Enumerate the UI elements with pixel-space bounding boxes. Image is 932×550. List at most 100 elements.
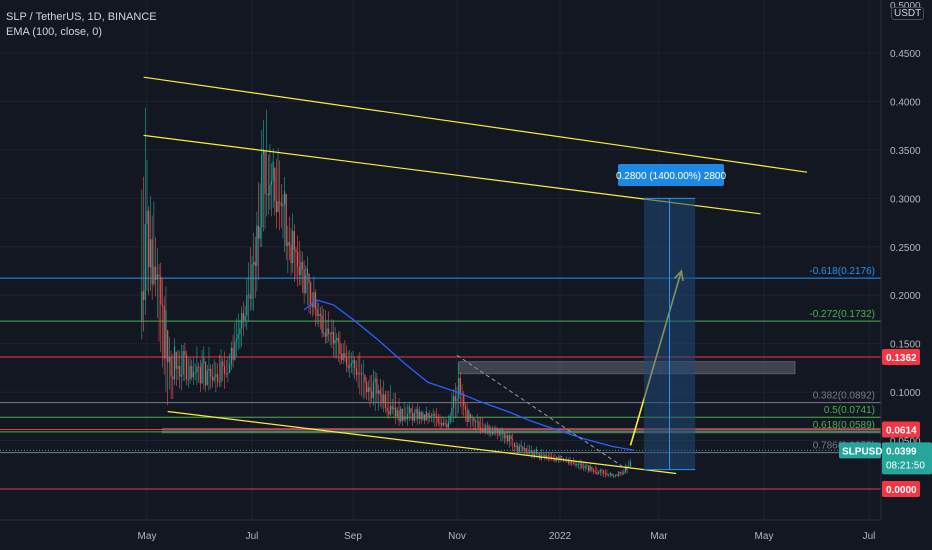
- candle-body: [340, 354, 343, 360]
- candle-body: [149, 239, 152, 268]
- candle-body: [180, 374, 183, 377]
- candle-body: [360, 373, 363, 375]
- candle-body: [148, 210, 150, 268]
- fib-level-label: 0.382(0.0892): [813, 391, 875, 402]
- candle-body: [287, 242, 289, 246]
- candle-body: [430, 415, 433, 417]
- zone-rect: [458, 361, 796, 375]
- candle-body: [488, 425, 490, 434]
- candle-body: [144, 224, 146, 300]
- candle-body: [146, 210, 148, 225]
- y-tick-label: 0.3000: [890, 194, 921, 205]
- candles: [141, 107, 632, 479]
- candle-body: [559, 455, 561, 460]
- candle-body: [572, 463, 575, 464]
- candle-body: [530, 450, 532, 452]
- candle-body: [513, 442, 516, 447]
- candle-body: [329, 333, 331, 335]
- candle-body: [319, 313, 322, 316]
- candle-body: [608, 474, 610, 476]
- candle-body: [532, 450, 534, 457]
- candle-body: [525, 448, 527, 453]
- candle-body: [463, 394, 465, 407]
- candle-body: [211, 376, 214, 381]
- fib-level-label: 0.618(0.0589): [813, 420, 875, 431]
- level-lines: [0, 277, 881, 490]
- candle-body: [185, 355, 188, 380]
- candle-body: [599, 469, 601, 473]
- candle-body: [576, 464, 578, 466]
- candle-body: [355, 368, 358, 375]
- candle-body: [582, 467, 585, 469]
- candle-body: [249, 294, 251, 299]
- candle-body: [579, 463, 581, 465]
- candle-body: [557, 457, 559, 460]
- candle-body: [277, 201, 279, 212]
- candle-body: [412, 412, 414, 421]
- candle-body: [456, 398, 458, 401]
- candle-body: [359, 372, 361, 374]
- candle-body: [434, 413, 436, 416]
- candle-body: [350, 363, 352, 366]
- candle-body: [334, 339, 336, 344]
- candle-body: [331, 332, 333, 335]
- ema-indicator-label[interactable]: EMA (100, close, 0): [6, 26, 102, 38]
- candle-body: [308, 273, 310, 283]
- candle-body: [158, 274, 160, 277]
- candle-body: [535, 448, 537, 455]
- candle-body: [371, 391, 373, 399]
- candle-body: [396, 410, 398, 417]
- channel-trendline: [143, 76, 808, 173]
- symbol-title[interactable]: SLP / TetherUS, 1D, BINANCE: [6, 11, 157, 23]
- candle-body: [591, 466, 593, 470]
- candle-body: [349, 365, 351, 368]
- candle-body: [523, 448, 526, 450]
- candle-body: [505, 435, 507, 439]
- candle-body: [377, 390, 380, 394]
- candle-body: [206, 370, 208, 386]
- candle-body: [437, 417, 439, 423]
- candle-body: [444, 422, 446, 425]
- candle-body: [204, 361, 207, 386]
- candle-body: [293, 231, 295, 250]
- candle-body: [629, 461, 632, 467]
- candle-body: [562, 458, 564, 460]
- candle-body: [218, 381, 220, 383]
- candle-body: [476, 421, 478, 423]
- candle-body: [364, 374, 366, 383]
- candle-body: [168, 357, 170, 363]
- candle-body: [182, 351, 184, 375]
- x-tick-label: Jul: [246, 531, 259, 542]
- candle-body: [447, 422, 450, 428]
- unit-badge[interactable]: USDT: [891, 7, 925, 20]
- candle-body: [567, 460, 569, 464]
- y-tick-label: 0.2000: [890, 291, 921, 302]
- candle-body: [201, 363, 203, 384]
- x-tick-label: Nov: [448, 531, 466, 542]
- candle-body: [517, 445, 519, 452]
- candle-body: [534, 454, 536, 457]
- candle-body: [253, 262, 255, 265]
- candle-body: [179, 366, 181, 377]
- candle-body: [216, 374, 219, 382]
- candle-body: [485, 425, 487, 431]
- candle-body: [241, 313, 243, 329]
- measure-label-box: [618, 164, 724, 186]
- candle-body: [327, 328, 330, 334]
- candle-body: [295, 249, 297, 253]
- candle-body: [490, 432, 492, 434]
- symbol-tag: SLPUSDT: [842, 446, 889, 457]
- time-axis[interactable]: May Jul Sep Nov 2022 Mar May Jul: [0, 519, 881, 542]
- candle-body: [374, 378, 376, 383]
- candle-body: [459, 378, 461, 394]
- candle-body: [400, 408, 402, 422]
- level-price-label: 0.0000: [886, 485, 917, 496]
- candle-body: [279, 201, 281, 203]
- candle-body: [301, 262, 304, 270]
- candle-body: [344, 353, 346, 358]
- candle-body: [247, 294, 250, 296]
- candle-body: [257, 225, 260, 239]
- candle-body: [550, 456, 553, 459]
